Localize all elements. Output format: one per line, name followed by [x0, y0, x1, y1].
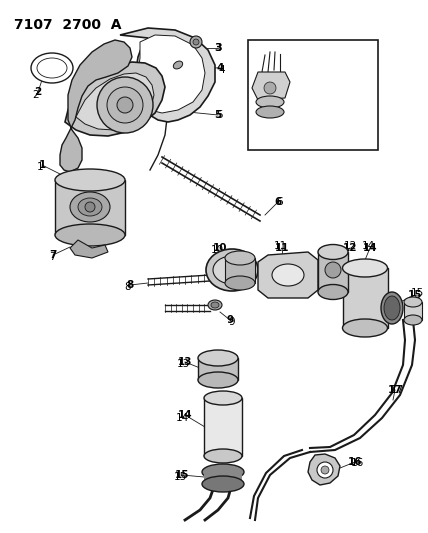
Text: 16: 16 — [351, 458, 364, 468]
Text: 15: 15 — [408, 290, 422, 300]
Ellipse shape — [211, 302, 219, 308]
Ellipse shape — [173, 61, 183, 69]
Ellipse shape — [225, 251, 255, 265]
Text: 7107  2700  A: 7107 2700 A — [14, 18, 122, 32]
Ellipse shape — [198, 372, 238, 388]
Polygon shape — [308, 454, 340, 485]
Ellipse shape — [404, 315, 422, 325]
Text: 3: 3 — [214, 43, 222, 53]
Text: 10: 10 — [213, 243, 227, 253]
Bar — [225, 258, 255, 283]
Circle shape — [85, 202, 95, 212]
Ellipse shape — [318, 245, 348, 260]
Text: 3: 3 — [215, 43, 221, 53]
Bar — [404, 302, 422, 320]
Text: 1: 1 — [37, 162, 43, 172]
Ellipse shape — [256, 106, 284, 118]
Polygon shape — [76, 73, 154, 130]
Text: 2: 2 — [33, 90, 39, 100]
Text: 16: 16 — [348, 457, 362, 467]
Ellipse shape — [204, 391, 242, 405]
Text: 14: 14 — [178, 410, 192, 420]
Polygon shape — [70, 240, 108, 258]
Text: 4: 4 — [216, 63, 224, 73]
Ellipse shape — [78, 198, 102, 216]
Text: 17: 17 — [388, 385, 402, 395]
Ellipse shape — [256, 96, 284, 108]
Text: 15: 15 — [173, 472, 187, 482]
Bar — [55, 180, 125, 235]
Text: 8: 8 — [125, 282, 131, 292]
Text: 7: 7 — [49, 250, 56, 260]
Text: 9: 9 — [226, 315, 234, 325]
Text: 14: 14 — [175, 413, 189, 423]
Bar — [204, 398, 242, 456]
Text: 17: 17 — [390, 385, 404, 395]
Circle shape — [97, 77, 153, 133]
Text: 9: 9 — [229, 317, 235, 327]
Ellipse shape — [70, 192, 110, 222]
Bar — [318, 252, 348, 292]
Polygon shape — [138, 35, 205, 113]
Text: 2: 2 — [34, 87, 42, 97]
Ellipse shape — [381, 292, 403, 324]
Ellipse shape — [318, 285, 348, 300]
Polygon shape — [60, 40, 132, 172]
Text: 15: 15 — [175, 470, 189, 480]
Ellipse shape — [202, 464, 244, 480]
Circle shape — [317, 462, 333, 478]
Ellipse shape — [342, 319, 387, 337]
Circle shape — [117, 97, 133, 113]
Circle shape — [264, 82, 276, 94]
Text: 7: 7 — [49, 252, 55, 262]
Text: 12: 12 — [343, 243, 357, 253]
Ellipse shape — [272, 264, 304, 286]
Ellipse shape — [55, 224, 125, 246]
Text: 18: 18 — [263, 127, 277, 137]
Text: 14: 14 — [361, 241, 374, 251]
Ellipse shape — [208, 300, 222, 310]
Text: 11: 11 — [275, 243, 289, 253]
Ellipse shape — [225, 276, 255, 290]
Polygon shape — [258, 252, 318, 298]
Text: 6: 6 — [274, 197, 282, 207]
Ellipse shape — [202, 476, 244, 492]
Ellipse shape — [55, 169, 125, 191]
Text: 4: 4 — [219, 65, 225, 75]
Text: 13: 13 — [176, 359, 190, 369]
Text: 11: 11 — [273, 241, 287, 251]
Text: 6: 6 — [276, 197, 283, 207]
Ellipse shape — [404, 297, 422, 307]
Ellipse shape — [204, 449, 242, 463]
Text: 12: 12 — [343, 241, 357, 251]
Text: 14: 14 — [363, 243, 377, 253]
Polygon shape — [65, 62, 165, 136]
Circle shape — [325, 262, 341, 278]
Text: 5: 5 — [214, 110, 222, 120]
Bar — [204, 472, 242, 484]
Circle shape — [190, 36, 202, 48]
Circle shape — [321, 466, 329, 474]
Text: 18: 18 — [263, 129, 276, 139]
Ellipse shape — [31, 53, 73, 83]
Text: 13: 13 — [178, 357, 192, 367]
Polygon shape — [252, 72, 290, 100]
Ellipse shape — [37, 58, 67, 78]
Text: 1: 1 — [39, 160, 46, 170]
Text: 8: 8 — [126, 280, 134, 290]
Polygon shape — [120, 28, 215, 122]
Bar — [343, 268, 388, 328]
Ellipse shape — [213, 256, 251, 284]
Bar — [198, 358, 238, 380]
Ellipse shape — [198, 350, 238, 366]
Text: 5: 5 — [217, 110, 223, 120]
Ellipse shape — [206, 249, 258, 291]
Circle shape — [107, 87, 143, 123]
Bar — [248, 40, 378, 150]
Circle shape — [193, 39, 199, 45]
Ellipse shape — [384, 296, 400, 320]
Text: 15: 15 — [410, 288, 424, 298]
Ellipse shape — [342, 259, 387, 277]
Text: 10: 10 — [211, 245, 223, 255]
